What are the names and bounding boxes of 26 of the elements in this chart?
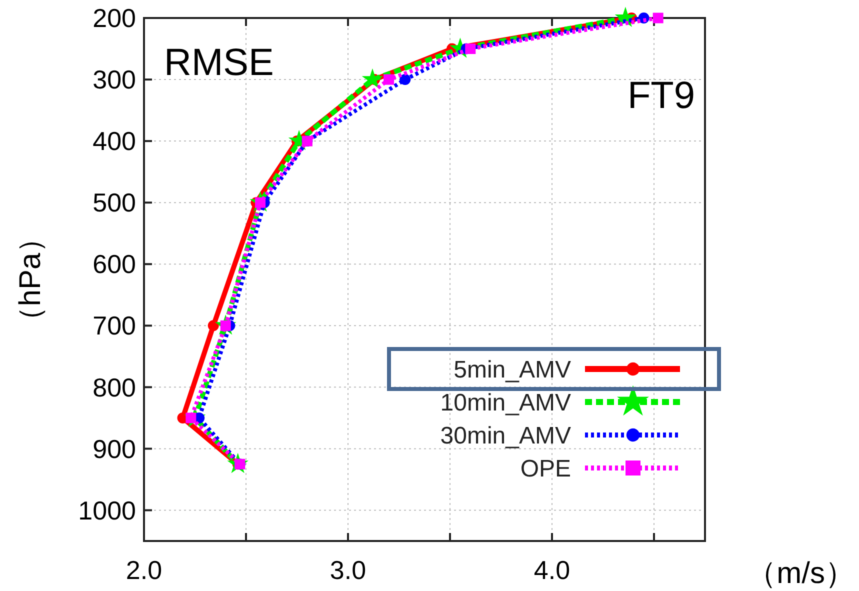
y-tick-label: 1000: [78, 495, 136, 526]
x-tick-label: 2.0: [126, 555, 162, 585]
y-tick-label: 700: [92, 310, 136, 341]
point: [400, 74, 411, 86]
x-tick-label: 3.0: [330, 555, 366, 585]
point: [208, 320, 219, 332]
y-tick-label: 900: [92, 434, 136, 464]
x-tick-label: 4.0: [534, 555, 570, 585]
legend-label: OPE: [520, 455, 571, 482]
y-tick-label: 600: [92, 249, 136, 280]
y-tick-label: 300: [92, 64, 136, 95]
legend-label: 5min_AMV: [454, 356, 571, 384]
legend-label: 10min_AMV: [440, 389, 571, 416]
annotation: FT9: [627, 75, 695, 117]
y-axis-title: （hPa）: [14, 222, 47, 336]
point: [465, 44, 476, 54]
point: [384, 74, 394, 85]
point: [652, 12, 664, 24]
y-tick-label: 400: [92, 126, 136, 156]
annotation: RMSE: [164, 42, 274, 84]
y-tick-label: 800: [92, 372, 136, 402]
y-tick-label: 500: [92, 188, 136, 218]
y-tick-label: 200: [92, 3, 136, 34]
x-axis-title: （m/s）: [746, 557, 855, 590]
point: [362, 68, 384, 89]
legend-label: 30min_AMV: [440, 422, 571, 450]
